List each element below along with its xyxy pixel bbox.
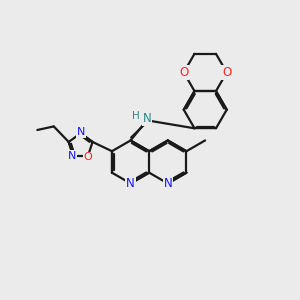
Text: N: N xyxy=(142,112,152,125)
Text: N: N xyxy=(164,177,172,190)
Text: N: N xyxy=(126,177,135,190)
Text: N: N xyxy=(68,151,76,161)
Text: N: N xyxy=(76,127,85,137)
Text: O: O xyxy=(84,152,92,163)
Text: H: H xyxy=(132,111,140,121)
Text: O: O xyxy=(222,66,231,79)
Text: O: O xyxy=(179,66,188,79)
